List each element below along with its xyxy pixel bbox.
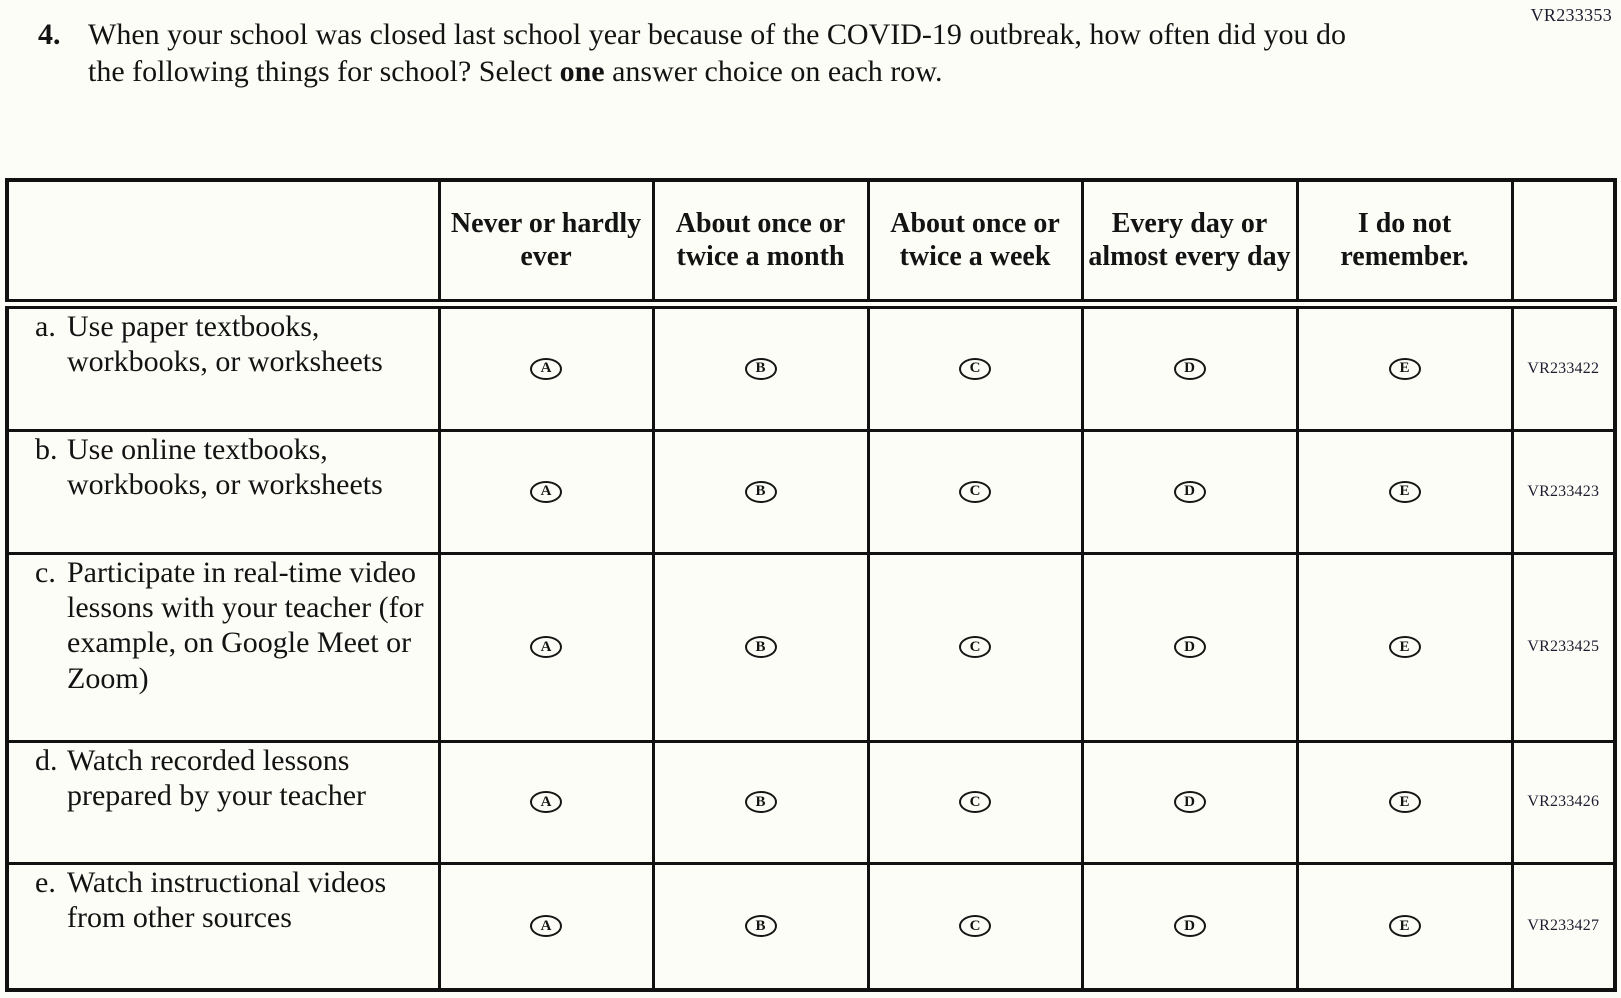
row-code: VR233426 <box>1510 739 1617 865</box>
question-text-before: When your school was closed last school … <box>88 18 1347 88</box>
answer-bubble-b[interactable]: B <box>744 636 777 658</box>
answer-cell-c-everyday: D <box>1080 551 1299 743</box>
table-row-b: b. Use online textbooks, workbooks, or w… <box>5 428 1617 555</box>
answer-cell-b-everyday: D <box>1080 428 1299 555</box>
column-header-every-day: Every day or almost every day <box>1080 178 1299 309</box>
item-letter: a. <box>35 310 56 343</box>
question-text: When your school was closed last school … <box>88 17 1383 90</box>
answer-cell-d-week: C <box>866 739 1084 865</box>
answer-bubble-c[interactable]: C <box>959 636 991 658</box>
item-label-cell: a. Use paper textbooks, workbooks, or wo… <box>5 302 441 432</box>
question-number: 4. <box>38 18 61 51</box>
answer-cell-d-never: A <box>437 739 655 865</box>
answer-bubble-a[interactable]: A <box>530 915 562 938</box>
table-header-row: Never or hardly ever About once or twice… <box>5 178 1617 309</box>
column-header-once-twice-week: About once or twice a week <box>866 178 1084 309</box>
item-label: Participate in real-time video lessons w… <box>67 555 424 695</box>
item-label-cell: b. Use online textbooks, workbooks, or w… <box>5 428 441 555</box>
answer-cell-b-month: B <box>651 428 870 555</box>
answer-cell-b-week: C <box>866 428 1084 555</box>
item-letter: d. <box>35 743 58 777</box>
answer-bubble-c[interactable]: C <box>959 357 991 380</box>
answer-bubble-d[interactable]: D <box>1173 357 1206 380</box>
answer-cell-d-month: B <box>651 739 870 865</box>
item-letter: e. <box>35 865 56 899</box>
header-empty-cell <box>5 178 441 309</box>
answer-bubble-d[interactable]: D <box>1173 915 1206 938</box>
answer-bubble-a[interactable]: A <box>530 636 562 658</box>
answer-cell-d-everyday: D <box>1080 739 1299 865</box>
row-code: VR233425 <box>1510 551 1617 743</box>
item-label: Use online textbooks, workbooks, or work… <box>67 432 383 501</box>
response-grid-table: Never or hardly ever About once or twice… <box>5 178 1617 992</box>
answer-bubble-a[interactable]: A <box>530 357 562 380</box>
question-block: 4. When your school was closed last scho… <box>38 17 1383 90</box>
answer-bubble-c[interactable]: C <box>959 791 991 813</box>
answer-bubble-c[interactable]: C <box>959 915 991 938</box>
column-header-do-not-remember: I do not remember. <box>1295 178 1514 309</box>
answer-bubble-e[interactable]: E <box>1388 480 1421 503</box>
answer-bubble-d[interactable]: D <box>1173 480 1206 503</box>
answer-cell-e-week: C <box>866 861 1084 992</box>
answer-bubble-d[interactable]: D <box>1173 791 1206 813</box>
item-label: Watch instructional videos from other so… <box>67 865 387 934</box>
header-code-cell <box>1510 178 1617 309</box>
item-label-cell: e. Watch instructional videos from other… <box>5 861 441 992</box>
answer-cell-a-month: B <box>651 302 870 432</box>
answer-bubble-e[interactable]: E <box>1388 791 1421 813</box>
row-code: VR233427 <box>1510 861 1617 992</box>
answer-cell-e-noremember: E <box>1295 861 1514 992</box>
row-code: VR233422 <box>1510 302 1617 432</box>
answer-cell-b-noremember: E <box>1295 428 1514 555</box>
table-row-c: c. Participate in real-time video lesson… <box>5 551 1617 743</box>
answer-cell-a-noremember: E <box>1295 302 1514 432</box>
item-label-cell: c. Participate in real-time video lesson… <box>5 551 441 743</box>
answer-bubble-e[interactable]: E <box>1388 636 1421 658</box>
answer-bubble-a[interactable]: A <box>530 791 562 813</box>
answer-cell-c-noremember: E <box>1295 551 1514 743</box>
answer-cell-b-never: A <box>437 428 655 555</box>
column-header-never: Never or hardly ever <box>437 178 655 309</box>
answer-cell-c-never: A <box>437 551 655 743</box>
question-bold-word: one <box>559 54 605 88</box>
answer-bubble-b[interactable]: B <box>744 915 777 938</box>
row-code: VR233423 <box>1510 428 1617 555</box>
item-letter: b. <box>35 432 58 466</box>
table-row-d: d. Watch recorded lessons prepared by yo… <box>5 739 1617 865</box>
answer-bubble-b[interactable]: B <box>744 480 777 503</box>
table-row-e: e. Watch instructional videos from other… <box>5 861 1617 992</box>
answer-cell-c-week: C <box>866 551 1084 743</box>
answer-cell-e-everyday: D <box>1080 861 1299 992</box>
answer-bubble-b[interactable]: B <box>744 357 777 380</box>
answer-cell-a-everyday: D <box>1080 302 1299 432</box>
question-text-after: answer choice on each row. <box>604 54 943 88</box>
item-letter: c. <box>35 555 56 589</box>
answer-cell-d-noremember: E <box>1295 739 1514 865</box>
answer-bubble-d[interactable]: D <box>1173 636 1206 658</box>
answer-bubble-c[interactable]: C <box>959 480 991 503</box>
item-label-cell: d. Watch recorded lessons prepared by yo… <box>5 739 441 865</box>
item-label: Use paper textbooks, workbooks, or works… <box>67 310 383 379</box>
item-label: Watch recorded lessons prepared by your … <box>67 743 367 812</box>
column-header-once-twice-month: About once or twice a month <box>651 178 870 309</box>
form-code: VR233353 <box>1530 5 1612 25</box>
answer-cell-a-week: C <box>866 302 1084 432</box>
answer-bubble-a[interactable]: A <box>530 480 562 503</box>
answer-bubble-e[interactable]: E <box>1388 915 1421 938</box>
answer-bubble-e[interactable]: E <box>1388 357 1421 380</box>
answer-bubble-b[interactable]: B <box>744 791 777 813</box>
answer-cell-a-never: A <box>437 302 655 432</box>
answer-cell-e-month: B <box>651 861 870 992</box>
answer-cell-e-never: A <box>437 861 655 992</box>
answer-cell-c-month: B <box>651 551 870 743</box>
table-row-a: a. Use paper textbooks, workbooks, or wo… <box>5 302 1617 432</box>
